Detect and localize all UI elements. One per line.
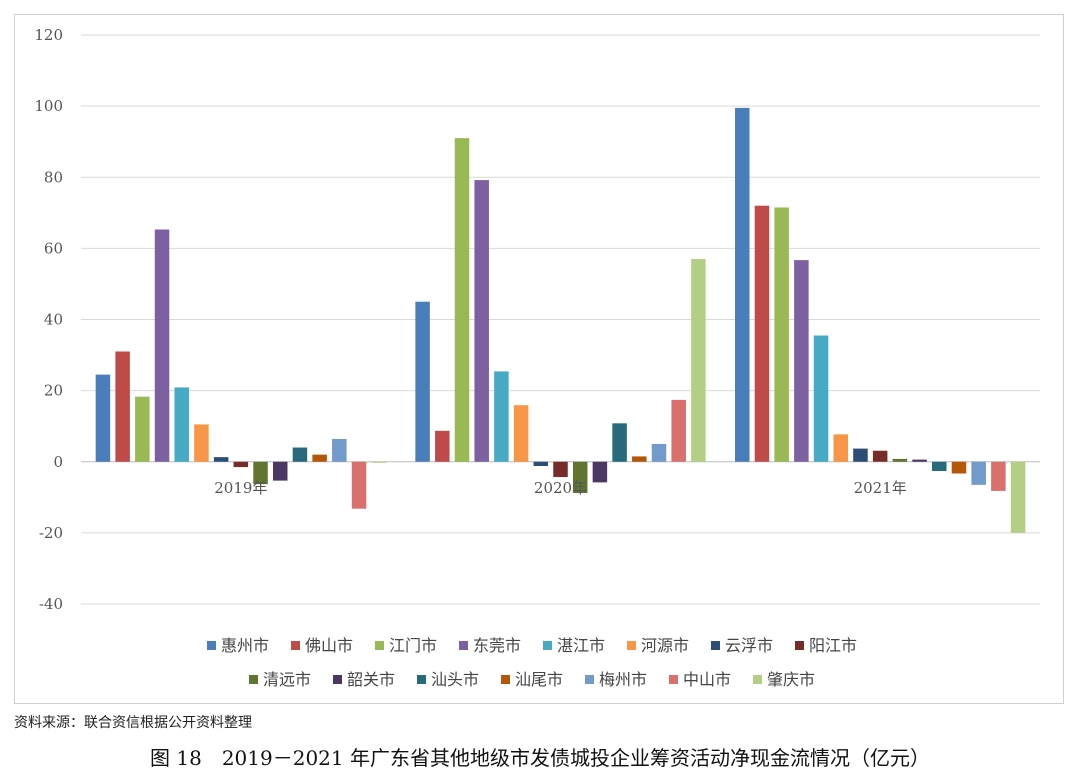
legend-label: 江门市 [389,636,437,655]
bar [892,458,908,462]
bar [553,461,568,478]
bar-chart: -40 -20 0 20 40 60 80 100 120 2019年 2020年 2021年 惠州… [34,26,1040,689]
bar [494,371,509,462]
bar [351,461,367,509]
bar [691,259,706,462]
bar [651,443,667,462]
bar [774,207,789,462]
legend-label: 肇庆市 [767,670,815,689]
legend-swatch [543,641,552,650]
x-category-label: 2021年 [854,479,907,497]
bar [415,301,430,462]
bar [912,459,927,462]
legend-swatch [291,641,300,650]
bar [454,138,470,462]
y-axis-ticks: -40 -20 0 20 40 60 80 100 120 [34,26,63,613]
legend-swatch [795,641,804,650]
y-tick-label: 100 [34,97,63,115]
legend-swatch [375,641,384,650]
bar [513,405,529,462]
bar [371,461,386,463]
legend-swatch [753,675,762,684]
bar [833,434,849,462]
bar [754,205,770,462]
legend-swatch [711,641,720,650]
bar [174,387,189,462]
legend-swatch [333,675,342,684]
legend-label: 梅州市 [599,670,647,689]
x-category-label: 2019年 [214,479,267,497]
legend-label: 中山市 [683,670,731,689]
bar [612,423,627,462]
y-tick-label: 60 [44,239,63,257]
bar [572,461,588,494]
y-tick-label: -20 [39,524,63,542]
y-tick-label: 20 [44,382,63,400]
y-tick-label: 40 [44,311,63,329]
bar [233,461,249,468]
bar [253,461,268,485]
legend-label: 惠州市 [221,636,269,655]
bar [135,396,150,462]
bar [1010,461,1026,533]
legend-swatch [249,675,258,684]
legend-label: 阳江市 [809,636,857,655]
bars [95,107,1026,533]
y-tick-label: 120 [34,26,63,44]
bar [735,107,750,462]
source-note: 资料来源：联合资信根据公开资料整理 [14,715,252,731]
bar [632,456,647,462]
legend-label: 湛江市 [557,636,605,655]
legend-label: 河源市 [641,636,689,655]
bar [951,461,967,474]
bar [932,461,947,471]
y-tick-label: -40 [39,595,63,613]
bar [194,424,209,462]
legend-swatch [585,675,594,684]
bar [272,461,288,481]
legend-label: 汕尾市 [515,670,563,689]
bar [671,399,686,462]
bar [332,438,347,462]
y-tick-label: 80 [44,168,63,186]
bar [533,461,549,467]
bar [872,450,888,462]
legend-label: 东莞市 [473,636,521,655]
legend-swatch [669,675,678,684]
y-tick-label: 0 [53,453,63,471]
legend-swatch [501,675,510,684]
legend-swatch [627,641,636,650]
bar [435,430,450,462]
legend-label: 韶关市 [347,670,395,689]
bar [154,229,170,462]
bar [813,335,829,462]
bar [474,180,489,462]
bar [95,374,111,462]
bar [971,461,986,485]
legend-label: 佛山市 [305,636,353,655]
bar [592,461,608,483]
x-category-label: 2020年 [534,479,587,497]
bar [115,351,130,462]
x-axis-categories: 2019年 2020年 2021年 [214,479,907,497]
bar [292,447,308,462]
legend-label: 汕头市 [431,670,479,689]
legend-label: 云浮市 [725,636,773,655]
gridlines [81,34,1040,605]
bar [853,448,868,462]
chart-frame: -40 -20 0 20 40 60 80 100 120 2019年 2020年 2021年 惠州… [14,14,1064,704]
bar [794,260,809,462]
legend-swatch [459,641,468,650]
bar [213,457,229,462]
legend-label: 清远市 [263,670,311,689]
bar [312,454,327,462]
bar [991,461,1006,491]
legend-swatch [207,641,216,650]
legend-swatch [417,675,426,684]
figure-caption: 图 18 2019－2021 年广东省其他地级市发债城投企业筹资活动净现金流情况… [150,746,930,770]
